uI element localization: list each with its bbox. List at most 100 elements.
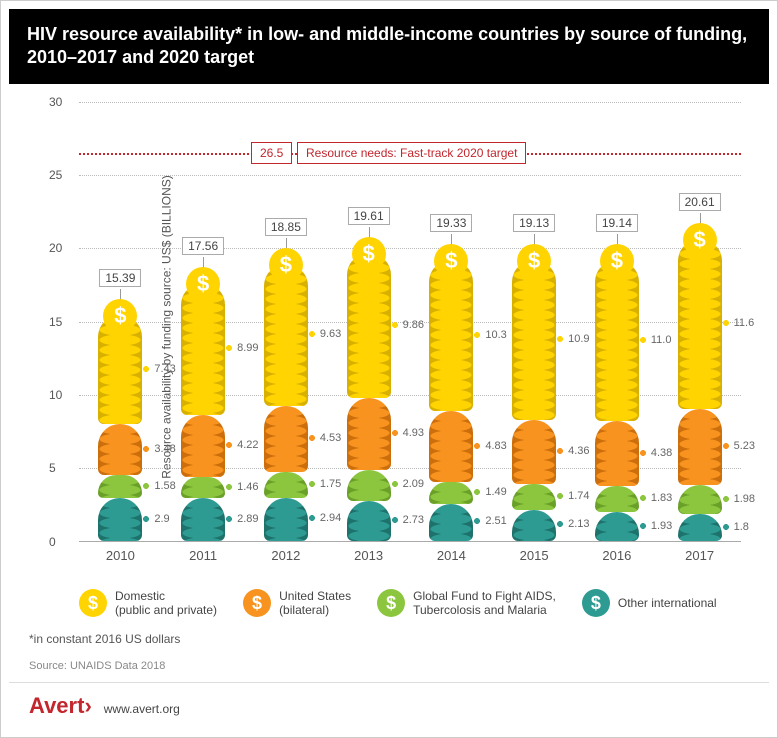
segment-other: 2.94 bbox=[264, 498, 308, 541]
bar-column: 11.65.231.981.8 20.61 $ bbox=[658, 102, 741, 541]
bar-stack: 8.994.221.462.89 bbox=[181, 283, 225, 541]
bar-top-icon: $ bbox=[517, 244, 551, 278]
bar-column: 8.994.221.462.89 17.56 $ bbox=[162, 102, 245, 541]
dollar-icon: $ bbox=[611, 248, 623, 274]
legend-label: Global Fund to Fight AIDS, Tubercolosis … bbox=[413, 589, 556, 618]
plot: 05101520253026.5Resource needs: Fast-tra… bbox=[79, 102, 741, 542]
y-tick-label: 10 bbox=[49, 388, 62, 402]
x-tick-label: 2015 bbox=[493, 548, 576, 563]
bar-total-label: 17.56 bbox=[182, 237, 224, 255]
dollar-icon: $ bbox=[582, 589, 610, 617]
bar-column: 7.433.481.582.9 15.39 $ bbox=[79, 102, 162, 541]
legend: $Domestic (public and private)$United St… bbox=[9, 571, 769, 628]
chart-area: Resource availability by funding source:… bbox=[9, 84, 769, 571]
legend-label: United States (bilateral) bbox=[279, 589, 351, 618]
segment-domestic: 10.3 bbox=[429, 260, 473, 411]
segment-other: 1.8 bbox=[678, 514, 722, 540]
y-tick-label: 25 bbox=[49, 168, 62, 182]
x-tick-label: 2016 bbox=[576, 548, 659, 563]
segment-global: 1.74 bbox=[512, 484, 556, 510]
bar-stack: 11.65.231.981.8 bbox=[678, 239, 722, 541]
bar-stack: 10.34.831.492.51 bbox=[429, 260, 473, 541]
y-tick-label: 5 bbox=[49, 461, 56, 475]
bar-stack: 11.04.381.831.93 bbox=[595, 260, 639, 541]
segment-label: 11.6 bbox=[722, 317, 755, 329]
bar-total-label: 20.61 bbox=[679, 193, 721, 211]
bar-top-icon: $ bbox=[600, 244, 634, 278]
legend-item-other: $Other international bbox=[582, 589, 717, 618]
legend-item-global: $ Global Fund to Fight AIDS, Tubercolosis… bbox=[377, 589, 556, 618]
segment-global: 1.58 bbox=[98, 475, 142, 498]
segment-us: 4.83 bbox=[429, 411, 473, 482]
bar-total-label: 19.61 bbox=[348, 207, 390, 225]
segment-domestic: 9.63 bbox=[264, 264, 308, 405]
dollar-icon: $ bbox=[114, 303, 126, 329]
dollar-icon: $ bbox=[243, 589, 271, 617]
segment-us: 4.22 bbox=[181, 415, 225, 477]
segment-us: 4.53 bbox=[264, 406, 308, 472]
legend-item-domestic: $Domestic (public and private) bbox=[79, 589, 217, 618]
bar-total-label: 18.85 bbox=[265, 218, 307, 236]
y-tick-label: 20 bbox=[49, 241, 62, 255]
segment-global: 1.98 bbox=[678, 485, 722, 514]
x-tick-label: 2014 bbox=[410, 548, 493, 563]
dollar-icon: $ bbox=[528, 248, 540, 274]
bar-stack: 7.433.481.582.9 bbox=[98, 315, 142, 541]
bar-top-icon: $ bbox=[103, 299, 137, 333]
bar-stack: 9.634.531.752.94 bbox=[264, 264, 308, 540]
segment-domestic: 11.0 bbox=[595, 260, 639, 421]
segment-us: 4.93 bbox=[347, 398, 391, 470]
segment-other: 2.13 bbox=[512, 510, 556, 541]
brand-logo: Avert› bbox=[29, 693, 92, 719]
bar-total-label: 19.13 bbox=[513, 214, 555, 232]
segment-global: 1.75 bbox=[264, 472, 308, 498]
bar-top-icon: $ bbox=[186, 267, 220, 301]
bar-stack: 10.94.361.742.13 bbox=[512, 260, 556, 541]
segment-label: 1.8 bbox=[722, 521, 749, 533]
segment-label: 5.23 bbox=[722, 440, 755, 452]
segment-global: 2.09 bbox=[347, 470, 391, 501]
bar-total-label: 19.14 bbox=[596, 214, 638, 232]
x-tick-label: 2017 bbox=[658, 548, 741, 563]
dollar-icon: $ bbox=[280, 252, 292, 278]
bar-column: 9.864.932.092.7319.61$ bbox=[327, 102, 410, 541]
footer: Avert› www.avert.org bbox=[9, 682, 769, 729]
bar-column: 10.94.361.742.13 19.13 $ bbox=[493, 102, 576, 541]
segment-domestic: 10.9 bbox=[512, 260, 556, 420]
segment-global: 1.83 bbox=[595, 486, 639, 513]
x-tick-label: 2011 bbox=[162, 548, 245, 563]
bar-top-icon: $ bbox=[683, 223, 717, 257]
dollar-icon: $ bbox=[445, 248, 457, 274]
dollar-icon: $ bbox=[377, 589, 405, 617]
y-tick-label: 30 bbox=[49, 95, 62, 109]
segment-global: 1.49 bbox=[429, 482, 473, 504]
dollar-icon: $ bbox=[694, 227, 706, 253]
footnote: *in constant 2016 US dollars bbox=[9, 628, 769, 660]
bar-column: 11.04.381.831.93 19.14 $ bbox=[576, 102, 659, 541]
bar-top-icon: $ bbox=[269, 248, 303, 282]
bar-top-icon: $ bbox=[352, 237, 386, 271]
x-axis-labels: 20102011201220132014201520162017 bbox=[79, 542, 741, 563]
segment-other: 2.9 bbox=[98, 498, 142, 541]
segment-label: 1.98 bbox=[722, 493, 755, 505]
brand-url: www.avert.org bbox=[104, 702, 180, 716]
page-title: HIV resource availability* in low- and m… bbox=[9, 9, 769, 84]
bar-column: 10.34.831.492.5119.33$ bbox=[410, 102, 493, 541]
segment-other: 2.73 bbox=[347, 501, 391, 541]
bar-column: 9.634.531.752.94 18.85 $ bbox=[245, 102, 328, 541]
bar-top-icon: $ bbox=[434, 244, 468, 278]
segment-global: 1.46 bbox=[181, 477, 225, 498]
source-text: Source: UNAIDS Data 2018 bbox=[9, 660, 769, 682]
dollar-icon: $ bbox=[197, 271, 209, 297]
segment-us: 4.38 bbox=[595, 421, 639, 485]
segment-us: 3.48 bbox=[98, 424, 142, 475]
segment-us: 5.23 bbox=[678, 409, 722, 486]
segment-other: 2.89 bbox=[181, 498, 225, 540]
y-tick-label: 0 bbox=[49, 535, 56, 549]
bar-total-label: 15.39 bbox=[99, 269, 141, 287]
dollar-icon: $ bbox=[363, 241, 375, 267]
dollar-icon: $ bbox=[79, 589, 107, 617]
x-tick-label: 2012 bbox=[245, 548, 328, 563]
x-tick-label: 2013 bbox=[327, 548, 410, 563]
bars-container: 7.433.481.582.9 15.39 $8.994.221.462.89 17.… bbox=[79, 102, 741, 541]
